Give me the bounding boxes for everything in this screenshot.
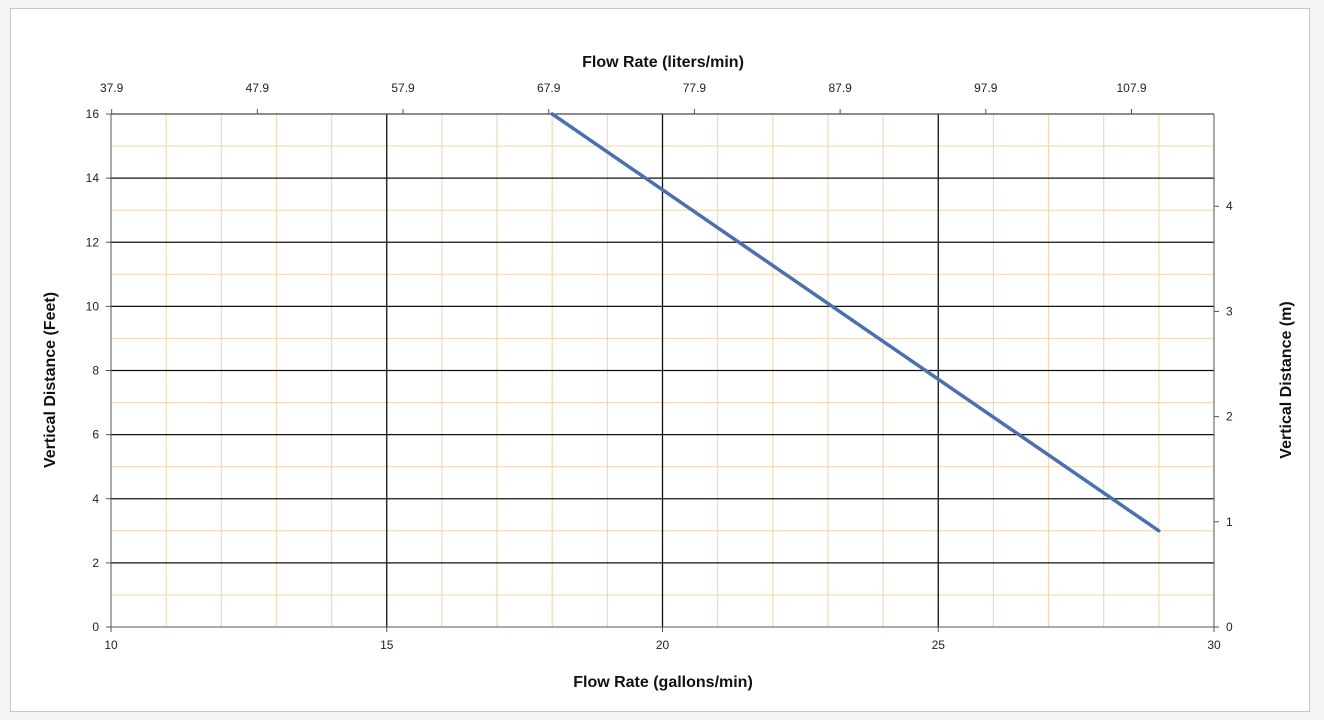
y2-tick-label: 1 bbox=[1226, 515, 1233, 529]
y-tick-label: 2 bbox=[92, 556, 99, 570]
y2-tick-label: 3 bbox=[1226, 304, 1233, 318]
major-grid bbox=[111, 113, 1214, 627]
x2-tick-label: 37.9 bbox=[100, 81, 124, 95]
x2-tick-label: 97.9 bbox=[974, 81, 998, 95]
y2-tick-label: 4 bbox=[1226, 199, 1233, 213]
x-axis-title: Flow Rate (gallons/min) bbox=[573, 674, 753, 691]
y-tick-label: 0 bbox=[92, 620, 99, 634]
x2-tick-label: 47.9 bbox=[246, 81, 270, 95]
x2-axis-title: Flow Rate (liters/min) bbox=[582, 54, 744, 71]
y-tick-label: 16 bbox=[86, 107, 100, 121]
y2-axis-title: Vertical Distance (m) bbox=[1278, 301, 1295, 458]
y2-tick-label: 2 bbox=[1226, 410, 1233, 424]
x-tick-label: 30 bbox=[1207, 638, 1221, 652]
y-tick-label: 4 bbox=[92, 492, 99, 506]
y-tick-label: 12 bbox=[86, 235, 100, 249]
x2-tick-label: 57.9 bbox=[391, 81, 415, 95]
y-tick-label: 8 bbox=[92, 364, 99, 378]
y-tick-label: 14 bbox=[86, 171, 100, 185]
x2-tick-label: 77.9 bbox=[683, 81, 707, 95]
axes bbox=[106, 109, 1219, 632]
x2-tick-label: 67.9 bbox=[537, 81, 561, 95]
x-tick-label: 25 bbox=[932, 638, 946, 652]
series-line bbox=[550, 112, 1161, 533]
y2-tick-label: 0 bbox=[1226, 620, 1233, 634]
y-tick-label: 6 bbox=[92, 428, 99, 442]
x-tick-label: 15 bbox=[380, 638, 394, 652]
y-tick-label: 10 bbox=[86, 299, 100, 313]
x-tick-label: 10 bbox=[104, 638, 118, 652]
series-layer bbox=[550, 112, 1161, 533]
y-axis-title: Vertical Distance (Feet) bbox=[42, 292, 59, 468]
x2-tick-label: 87.9 bbox=[828, 81, 852, 95]
x-tick-label: 20 bbox=[656, 638, 670, 652]
x2-tick-label: 107.9 bbox=[1116, 81, 1146, 95]
chart-frame: 10 15 20 25 30 37.9 47.9 57.9 67.9 77.9 87.9 97.9 10… bbox=[10, 8, 1310, 712]
